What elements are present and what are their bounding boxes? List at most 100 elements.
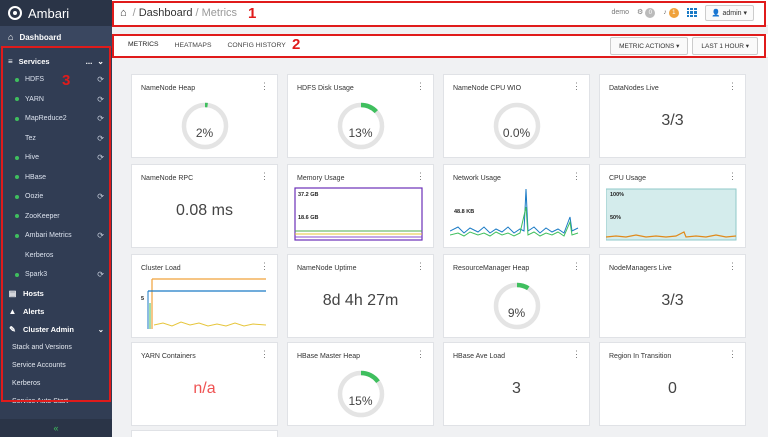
chart-label-top: 100% [610,192,624,198]
sidebar-service-hive[interactable]: Hive ⟳ [0,148,112,168]
widget-menu-icon[interactable]: ⋮ [572,349,581,359]
widget-namenode-rpc[interactable]: NameNode RPC ⋮ 0.08 ms [131,164,278,248]
alerts-button[interactable]: ♪ 1 [663,7,679,18]
widget-hbase-master-heap[interactable]: HBase Master Heap ⋮ 15% [287,342,434,426]
gauge-fill [337,102,384,150]
widget-yarn-containers[interactable]: YARN Containers ⋮ n/a [131,342,278,426]
chevron-down-icon[interactable]: ⌄ [97,56,104,66]
sidebar-service-tez[interactable]: Tez ⟳ [0,129,112,149]
sidebar-item-dashboard[interactable]: ⌂ Dashboard [0,26,112,48]
widget-resourcemanager-heap[interactable]: ResourceManager Heap ⋮ 9% [443,254,590,338]
widget-namenode-heap[interactable]: NameNode Heap ⋮ 2% [131,74,278,158]
widget-menu-icon[interactable]: ⋮ [416,171,425,181]
time-range-dropdown[interactable]: LAST 1 HOUR ▾ [692,36,758,55]
gauge-fill [337,370,384,418]
sidebar-link-stack-versions[interactable]: Stack and Versions [12,344,72,351]
sidebar-item-cluster-admin[interactable]: ✎ Cluster Admin ⌄ [0,321,112,339]
ambari-logo-icon [8,6,22,20]
gauge-track [493,102,540,150]
status-dot-icon [15,272,19,277]
refresh-icon[interactable]: ⟳ [97,75,104,85]
refresh-icon[interactable]: ⟳ [97,231,104,241]
widget-title: YARN Containers [141,353,196,360]
widget-hbase-ave-load[interactable]: HBase Ave Load ⋮ 3 [443,342,590,426]
chart-label-top: 37.2 GB [298,192,319,198]
widget-nodemanagers-live[interactable]: NodeManagers Live ⋮ 3/3 [599,254,746,338]
sidebar-service-ambari-metrics[interactable]: Ambari Metrics ⟳ [0,226,112,246]
brand[interactable]: Ambari [0,0,112,26]
widget-menu-icon[interactable]: ⋮ [728,261,737,271]
sidebar-item-alerts[interactable]: ▲ Alerts [0,303,112,321]
sidebar-item-hosts[interactable]: ▤ Hosts [0,285,112,303]
sidebar-link-service-accounts[interactable]: Service Accounts [12,362,66,369]
sidebar-service-zookeeper[interactable]: ZooKeeper [0,207,112,227]
sidebar-service-yarn[interactable]: YARN ⟳ [0,90,112,110]
user-icon: 👤 [711,9,721,17]
refresh-icon[interactable]: ⟳ [97,94,104,104]
widget-menu-icon[interactable]: ⋮ [572,171,581,181]
refresh-icon[interactable]: ⟳ [97,133,104,143]
wrench-icon: ✎ [9,325,16,334]
widget-menu-icon[interactable]: ⋮ [572,81,581,91]
breadcrumb: ⌂ / Dashboard / Metrics [112,7,237,19]
sidebar-service-oozie[interactable]: Oozie ⟳ [0,187,112,207]
dashboard-tab-bar: METRICS HEATMAPS CONFIG HISTORY METRIC A… [112,34,768,58]
sidebar-service-hbase[interactable]: HBase [0,168,112,188]
refresh-icon[interactable]: ⟳ [97,114,104,124]
widget-menu-icon[interactable]: ⋮ [572,261,581,271]
tab-heatmaps[interactable]: HEATMAPS [174,41,212,49]
cpu-wio-donut [493,102,540,150]
sidebar-services-header[interactable]: ≡ Services ... ⌄ [0,52,112,70]
service-label: HDFS [25,76,45,84]
widget-menu-icon[interactable]: ⋮ [260,81,269,91]
widget-menu-icon[interactable]: ⋮ [728,171,737,181]
widget-namenode-cpu-wio[interactable]: NameNode CPU WIO ⋮ 0.0% [443,74,590,158]
widget-memory-usage[interactable]: Memory Usage ⋮ 37.2 GB 18.6 GB [287,164,434,248]
chevron-down-icon: ⌄ [97,325,104,334]
home-icon[interactable]: ⌂ [120,6,127,19]
user-menu-button[interactable]: 👤 admin ▾ [704,4,754,21]
background-ops-button[interactable]: ⚙ 0 [637,7,656,18]
refresh-icon[interactable]: ⟳ [97,192,104,202]
widget-menu-icon[interactable]: ⋮ [416,349,425,359]
sidebar-link-kerberos[interactable]: Kerberos [12,380,41,387]
widget-value: 3/3 [661,292,684,309]
widget-menu-icon[interactable]: ⋮ [416,261,425,271]
breadcrumb-dashboard[interactable]: Dashboard [138,6,193,19]
widget-cpu-usage[interactable]: CPU Usage ⋮ 100% 50% [599,164,746,248]
widget-title: Memory Usage [297,175,345,182]
sidebar-service-hdfs[interactable]: HDFS ⟳ [0,70,112,90]
widget-menu-icon[interactable]: ⋮ [260,349,269,359]
refresh-icon[interactable]: ⟳ [97,153,104,163]
hdfs-disk-donut [337,102,384,150]
alerts-count-badge: 1 [668,7,679,18]
widget-datanodes-live[interactable]: DataNodes Live ⋮ 3/3 [599,74,746,158]
annotation-box-2 [112,34,766,58]
widget-namenode-uptime[interactable]: NameNode Uptime ⋮ 8d 4h 27m [287,254,434,338]
tab-config-history[interactable]: CONFIG HISTORY [227,41,286,49]
service-label: Spark3 [25,271,48,279]
widget-cluster-load[interactable]: Cluster Load ⋮ 5 [131,254,278,338]
metric-actions-dropdown[interactable]: METRIC ACTIONS ▾ [610,36,689,55]
widget-region-in-transition[interactable]: Region In Transition ⋮ 0 [599,342,746,426]
widget-hdfs-disk-usage[interactable]: HDFS Disk Usage ⋮ 13% [287,74,434,158]
collapse-sidebar-button[interactable]: « [0,419,112,437]
widget-menu-icon[interactable]: ⋮ [416,81,425,91]
sidebar-service-mapreduce2[interactable]: MapReduce2 ⟳ [0,109,112,129]
services-actions-menu[interactable]: ... [85,56,93,66]
widget-menu-icon[interactable]: ⋮ [728,81,737,91]
service-label: ZooKeeper [25,212,60,220]
widget-menu-icon[interactable]: ⋮ [260,261,269,271]
service-label: Kerberos [25,251,54,259]
breadcrumb-separator: / [195,6,199,19]
views-grid-icon[interactable] [686,8,697,17]
widget-network-usage[interactable]: Network Usage ⋮ 48.8 KB [443,164,590,248]
annotation-number-2: 2 [292,36,301,53]
refresh-icon[interactable]: ⟳ [97,270,104,280]
widget-value: 15% [348,394,373,408]
home-icon: ⌂ [8,32,14,42]
sidebar-service-kerberos[interactable]: Kerberos [0,246,112,266]
widget-menu-icon[interactable]: ⋮ [260,171,269,181]
sidebar-service-spark3[interactable]: Spark3 ⟳ [0,265,112,285]
widget-menu-icon[interactable]: ⋮ [728,349,737,359]
